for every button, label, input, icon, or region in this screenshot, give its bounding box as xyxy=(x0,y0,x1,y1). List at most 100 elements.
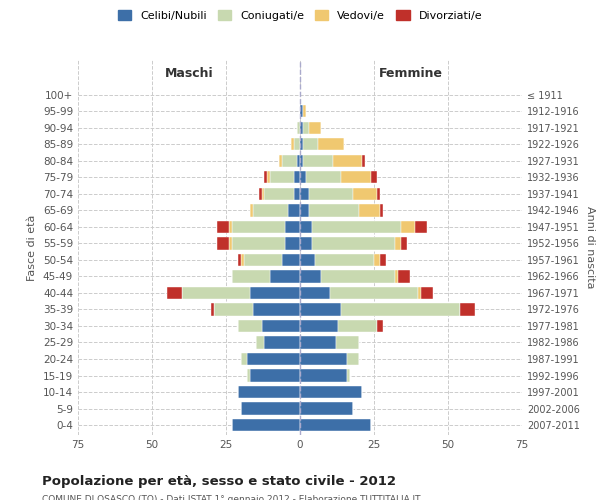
Bar xyxy=(300,286,329,299)
Bar xyxy=(300,402,353,415)
Bar xyxy=(332,154,362,167)
Legend: Celibi/Nubili, Coniugati/e, Vedovi/e, Divorziati/e: Celibi/Nubili, Coniugati/e, Vedovi/e, Di… xyxy=(113,6,487,25)
Text: Femmine: Femmine xyxy=(379,67,443,80)
Bar xyxy=(398,270,410,282)
Bar xyxy=(217,237,229,250)
Bar xyxy=(300,237,312,250)
Bar xyxy=(211,304,214,316)
Bar xyxy=(256,336,265,348)
Bar xyxy=(265,171,268,183)
Bar xyxy=(232,270,271,282)
Bar xyxy=(279,154,282,167)
Bar xyxy=(300,270,321,282)
Bar xyxy=(262,320,300,332)
Bar xyxy=(318,138,344,150)
Bar xyxy=(300,138,303,150)
Bar xyxy=(217,220,229,233)
Bar xyxy=(271,270,300,282)
Bar xyxy=(300,370,347,382)
Bar xyxy=(300,353,347,365)
Bar xyxy=(300,254,315,266)
Bar xyxy=(321,270,395,282)
Bar xyxy=(309,122,321,134)
Bar xyxy=(285,220,300,233)
Bar xyxy=(338,320,377,332)
Bar xyxy=(232,237,285,250)
Text: COMUNE DI OSASCO (TO) - Dati ISTAT 1° gennaio 2012 - Elaborazione TUTTITALIA.IT: COMUNE DI OSASCO (TO) - Dati ISTAT 1° ge… xyxy=(42,495,421,500)
Bar xyxy=(395,270,398,282)
Bar xyxy=(247,353,300,365)
Bar xyxy=(401,220,415,233)
Bar xyxy=(241,402,300,415)
Bar xyxy=(306,171,341,183)
Bar xyxy=(300,154,303,167)
Bar xyxy=(300,386,362,398)
Bar xyxy=(182,286,250,299)
Bar xyxy=(288,204,300,216)
Bar xyxy=(329,286,418,299)
Text: Popolazione per età, sesso e stato civile - 2012: Popolazione per età, sesso e stato civil… xyxy=(42,475,396,488)
Bar xyxy=(244,254,282,266)
Y-axis label: Fasce di età: Fasce di età xyxy=(28,214,37,280)
Bar xyxy=(238,254,241,266)
Bar xyxy=(241,254,244,266)
Text: Maschi: Maschi xyxy=(164,67,214,80)
Bar xyxy=(300,320,338,332)
Bar xyxy=(418,286,421,299)
Bar xyxy=(300,122,303,134)
Bar xyxy=(265,336,300,348)
Bar xyxy=(250,204,253,216)
Bar xyxy=(374,254,380,266)
Bar xyxy=(341,304,460,316)
Bar xyxy=(335,336,359,348)
Bar xyxy=(377,188,380,200)
Bar xyxy=(362,154,365,167)
Bar xyxy=(268,171,271,183)
Bar xyxy=(415,220,427,233)
Bar xyxy=(315,254,374,266)
Bar xyxy=(300,336,335,348)
Bar xyxy=(238,386,300,398)
Bar xyxy=(247,370,250,382)
Bar xyxy=(401,237,407,250)
Bar xyxy=(294,171,300,183)
Bar xyxy=(309,188,353,200)
Bar xyxy=(253,204,288,216)
Bar xyxy=(297,154,300,167)
Bar xyxy=(232,419,300,432)
Bar xyxy=(303,105,306,118)
Bar xyxy=(285,237,300,250)
Bar xyxy=(232,220,285,233)
Bar xyxy=(347,370,350,382)
Bar xyxy=(300,304,341,316)
Bar xyxy=(371,171,377,183)
Bar xyxy=(282,154,297,167)
Bar xyxy=(359,204,380,216)
Bar xyxy=(259,188,262,200)
Bar xyxy=(395,237,401,250)
Bar xyxy=(300,220,312,233)
Bar xyxy=(265,188,294,200)
Bar xyxy=(377,320,383,332)
Bar xyxy=(380,254,386,266)
Bar xyxy=(380,204,383,216)
Bar xyxy=(309,204,359,216)
Bar xyxy=(167,286,182,299)
Bar xyxy=(291,138,294,150)
Bar xyxy=(250,370,300,382)
Bar xyxy=(262,188,265,200)
Bar xyxy=(282,254,300,266)
Bar xyxy=(303,138,318,150)
Bar xyxy=(312,220,401,233)
Bar xyxy=(460,304,475,316)
Bar xyxy=(300,419,371,432)
Bar xyxy=(297,122,300,134)
Bar xyxy=(229,220,232,233)
Bar xyxy=(347,353,359,365)
Bar xyxy=(300,204,309,216)
Bar xyxy=(300,105,303,118)
Bar xyxy=(341,171,371,183)
Bar xyxy=(294,138,300,150)
Bar xyxy=(294,188,300,200)
Bar xyxy=(241,353,247,365)
